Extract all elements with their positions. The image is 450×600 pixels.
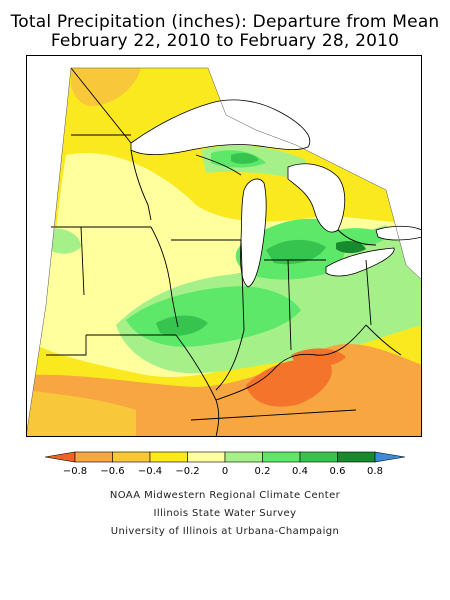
map-title: Total Precipitation (inches): Departure … xyxy=(10,12,440,32)
border-ohio-river xyxy=(215,324,367,401)
legend-tick-label: −0.8 xyxy=(63,466,87,477)
legend-tick-label: 0.2 xyxy=(255,466,271,477)
border-ontario-michigan xyxy=(337,229,377,246)
field-dry-southwest xyxy=(26,390,136,437)
precipitation-departure-map xyxy=(26,55,422,437)
field-wet-west xyxy=(46,228,81,254)
border-missouri-illinois-river xyxy=(175,334,220,437)
legend-over-arrow xyxy=(374,451,406,463)
legend-swatch xyxy=(337,451,376,463)
map-frame xyxy=(26,55,422,437)
legend-swatch xyxy=(149,451,188,463)
legend-tick-label: −0.2 xyxy=(175,466,199,477)
border-upper-peninsula xyxy=(195,154,242,176)
field-dry-north xyxy=(71,68,141,107)
border-south-dakota xyxy=(51,226,85,296)
color-scale-legend: −0.8 −0.6 −0.4 −0.2 0 0.2 0.4 0.6 0.8 xyxy=(44,451,406,477)
state-borders xyxy=(46,67,402,437)
lake-ontario xyxy=(375,225,422,241)
border-ohio-pennsylvania xyxy=(365,259,372,326)
legend-tick-label: 0.6 xyxy=(330,466,346,477)
border-kentucky-tennessee xyxy=(190,409,357,421)
field-very-wet-upper-peninsula xyxy=(231,152,259,164)
legend-tick-label: 0 xyxy=(222,466,228,477)
field-very-wet-erie xyxy=(336,241,366,254)
border-iowa-illinois xyxy=(150,226,179,328)
field-very-wet-michigan xyxy=(266,239,326,265)
legend-swatch xyxy=(224,451,263,463)
border-nebraska-kansas xyxy=(46,335,87,356)
border-canada xyxy=(70,67,132,144)
legend-tick-label: −0.6 xyxy=(100,466,124,477)
border-west-virginia xyxy=(365,324,402,356)
legend-swatch xyxy=(262,451,301,463)
border-minnesota-wisconsin xyxy=(130,149,152,221)
field-very-dry-south xyxy=(246,358,332,407)
legend-under-arrow xyxy=(44,451,76,463)
great-lakes xyxy=(130,99,422,288)
legend-swatch xyxy=(187,451,226,463)
credit-noaa: NOAA Midwestern Regional Climate Center xyxy=(109,490,341,501)
legend-tick-label: −0.4 xyxy=(138,466,162,477)
lake-erie xyxy=(325,247,395,277)
credit-university: University of Illinois at Urbana-Champai… xyxy=(110,526,340,537)
border-indiana-ohio xyxy=(287,259,292,351)
lake-superior xyxy=(130,99,311,156)
border-illinois-indiana xyxy=(215,239,245,391)
legend-swatch xyxy=(299,451,338,463)
legend-tick-label: 0.8 xyxy=(367,466,383,477)
region-outline xyxy=(26,67,422,437)
lake-huron xyxy=(287,163,346,233)
map-date-range: February 22, 2010 to February 28, 2010 xyxy=(50,31,400,51)
legend-swatch xyxy=(112,451,151,463)
field-very-wet-illinois xyxy=(156,315,208,336)
credit-isws: Illinois State Water Survey xyxy=(153,508,297,519)
legend-tick-label: 0.4 xyxy=(292,466,308,477)
lake-michigan xyxy=(240,178,267,288)
legend-swatch xyxy=(74,451,113,463)
